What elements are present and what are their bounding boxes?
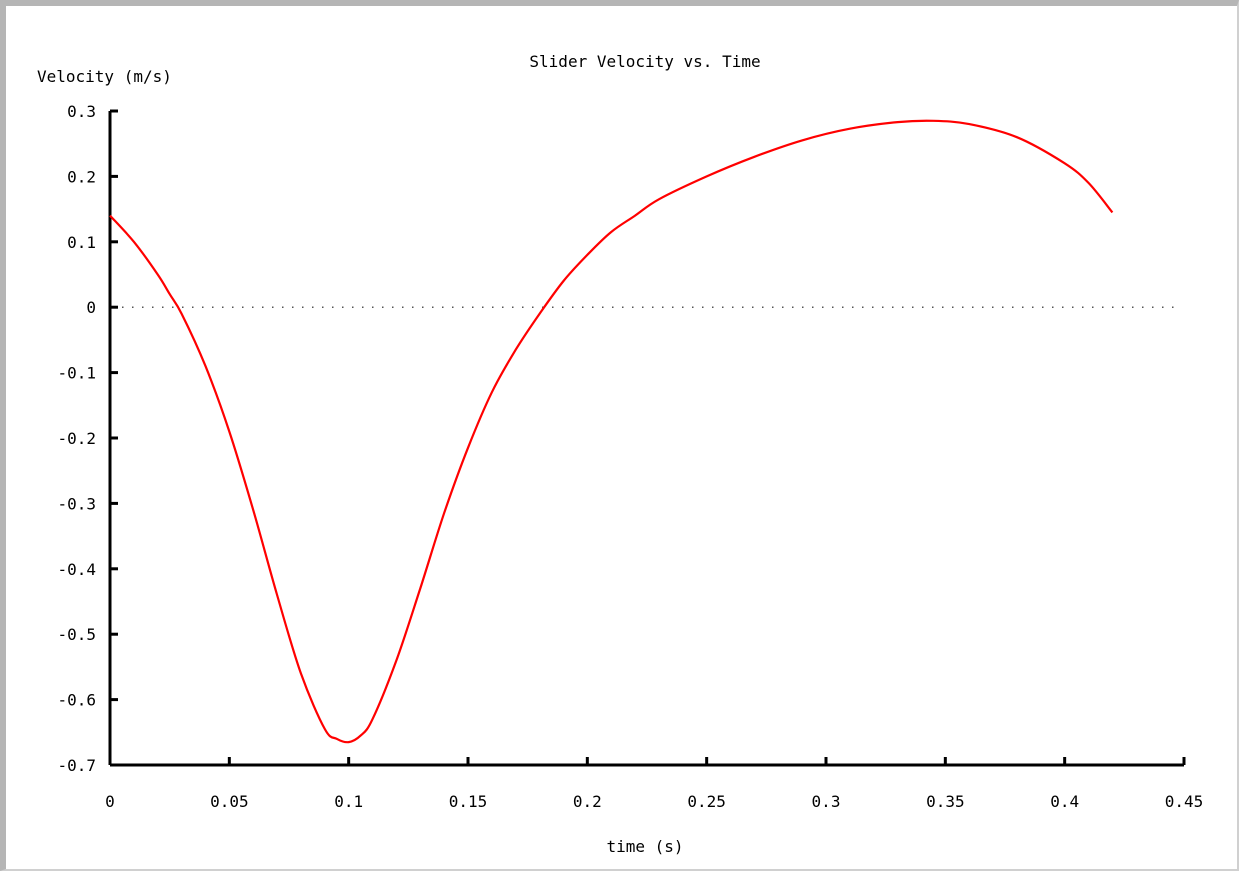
x-tick-label: 0.35 [926,792,965,811]
x-tick-label: 0.25 [687,792,726,811]
y-tick-label: -0.7 [57,756,96,775]
y-tick-label: 0.2 [67,167,96,186]
chart-title: Slider Velocity vs. Time [529,52,760,71]
x-tick-label: 0.3 [812,792,841,811]
series-line [109,119,1114,744]
y-tick-label: -0.5 [57,625,96,644]
x-tick-label: 0 [105,792,115,811]
x-axis-label: time (s) [606,837,683,856]
y-tick-label: -0.4 [57,560,96,579]
x-tick-label: 0.15 [449,792,488,811]
axes: 0.3 0.2 0.1 0 -0.1 -0.2 -0.3 -0.4 -0.5 -0.6 -0.7 0 0… [57,102,1203,811]
y-axis-label: Velocity (m/s) [37,67,172,86]
y-tick-label: 0.3 [67,102,96,121]
x-tick-label: 0.45 [1165,792,1204,811]
x-tick-label: 0.2 [573,792,602,811]
y-tick-label: -0.6 [57,691,96,710]
x-tick-label: 0.1 [334,792,363,811]
y-tick-label: -0.3 [57,494,96,513]
y-tick-label: -0.2 [57,429,96,448]
x-tick-label: 0.05 [210,792,249,811]
plot-area [109,119,1178,744]
x-tick-label: 0.4 [1050,792,1079,811]
y-tick-label: 0 [86,298,96,317]
y-tick-label: 0.1 [67,233,96,252]
y-tick-label: -0.1 [57,364,96,383]
